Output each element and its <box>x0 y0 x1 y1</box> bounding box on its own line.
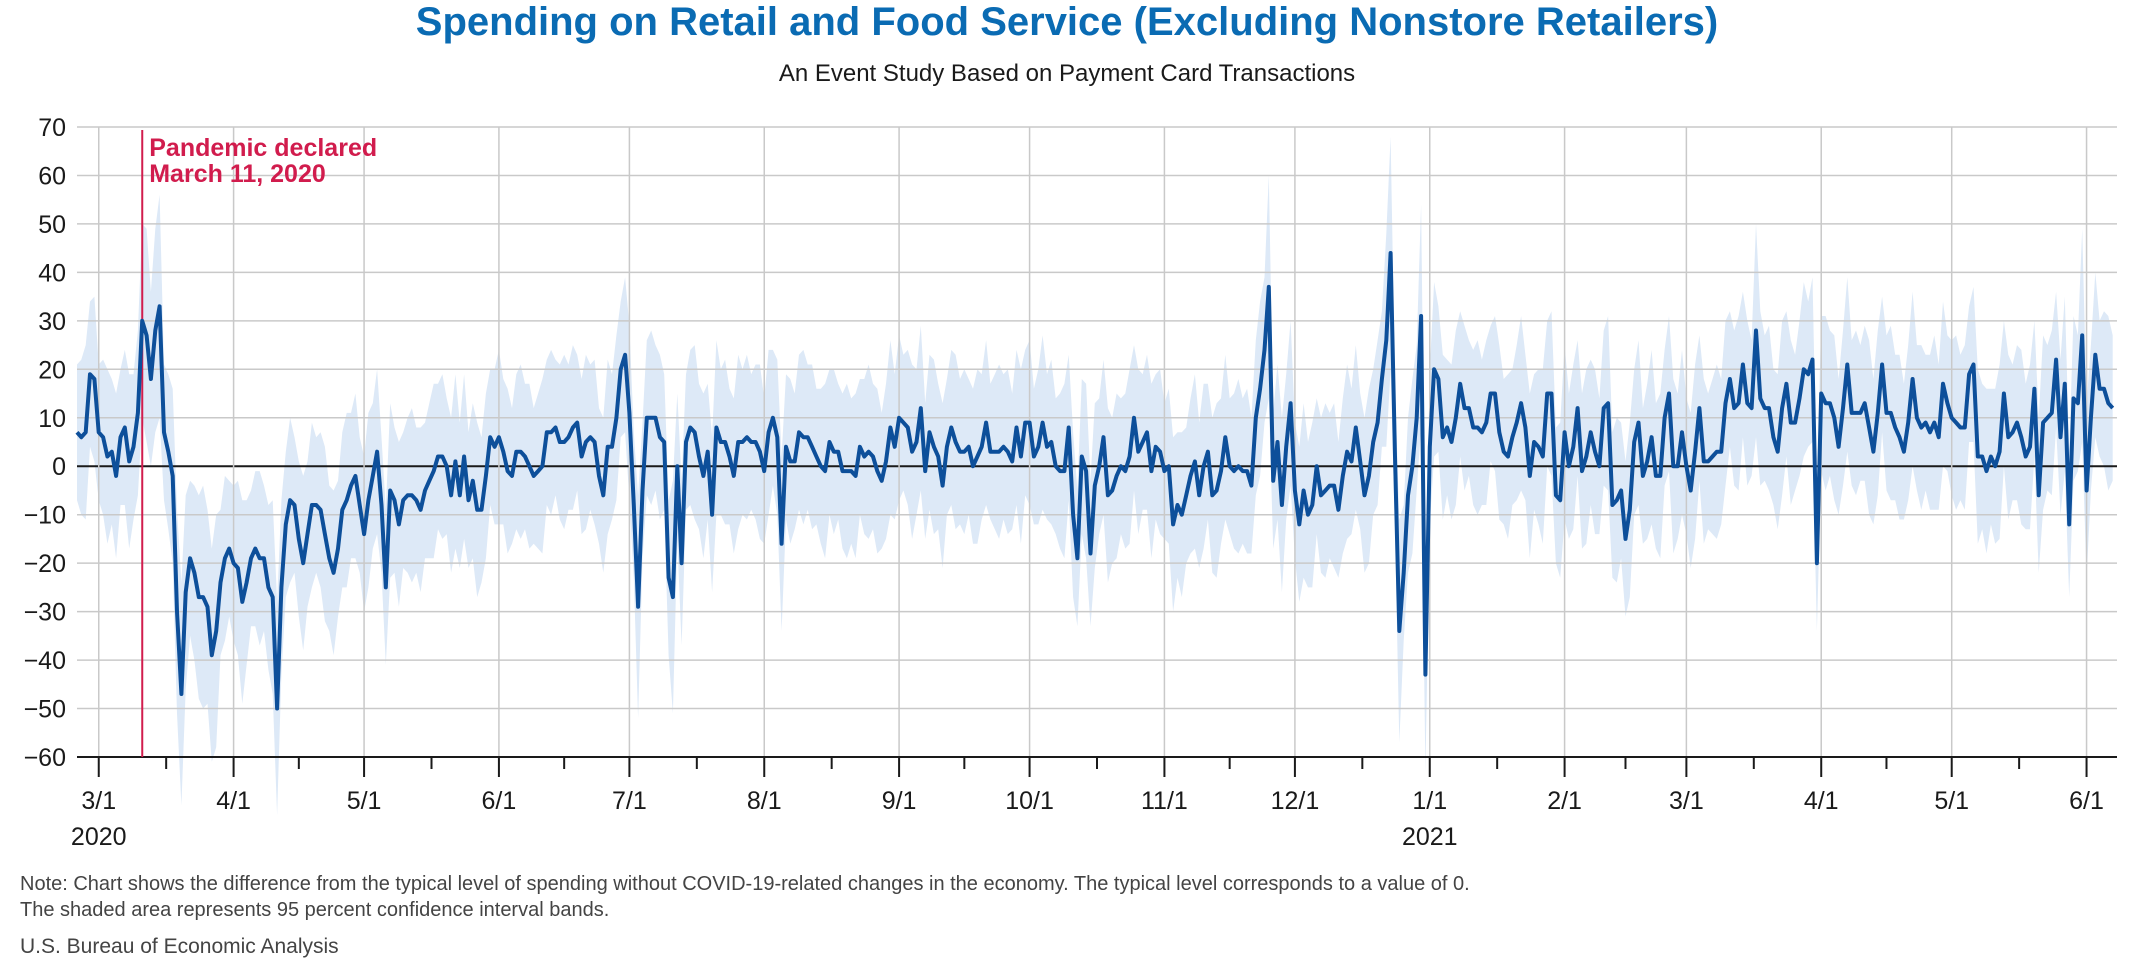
source-credit: U.S. Bureau of Economic Analysis <box>20 935 339 958</box>
chart-note-line-1: Note: Chart shows the difference from th… <box>20 873 1470 895</box>
annotation-label-line-1: Pandemic declared <box>149 134 377 162</box>
y-tick-label: 20 <box>38 356 66 384</box>
spending-series-line <box>75 251 2115 711</box>
chart-title: Spending on Retail and Food Service (Exc… <box>415 0 1719 44</box>
x-tick-label: 6/1 <box>2069 787 2104 815</box>
y-tick-label: 0 <box>52 453 66 481</box>
x-tick-label: 8/1 <box>747 787 782 815</box>
x-tick-label: 3/1 <box>1669 787 1704 815</box>
y-tick-label: 10 <box>38 405 66 433</box>
x-tick-label: 5/1 <box>347 787 382 815</box>
x-tick-label: 4/1 <box>216 787 251 815</box>
y-tick-label: 40 <box>38 259 66 287</box>
x-tick-label: 4/1 <box>1804 787 1839 815</box>
x-year-label: 2020 <box>71 823 127 851</box>
y-tick-label: 60 <box>38 162 66 190</box>
x-tick-label: 12/1 <box>1271 787 1320 815</box>
y-tick-label: −50 <box>24 696 66 724</box>
annotation-label-line-2: March 11, 2020 <box>149 160 326 188</box>
chart-note-line-2: The shaded area represents 95 percent co… <box>20 899 610 921</box>
x-tick-label: 3/1 <box>81 787 116 815</box>
x-tick-label: 5/1 <box>1934 787 1969 815</box>
y-tick-label: 70 <box>38 114 66 142</box>
x-tick-label: 2/1 <box>1547 787 1582 815</box>
chart-subtitle: An Event Study Based on Payment Card Tra… <box>778 60 1356 87</box>
y-tick-label: −40 <box>24 647 66 675</box>
y-tick-label: 50 <box>38 211 66 239</box>
y-tick-label: −30 <box>24 599 66 627</box>
y-tick-label: −20 <box>24 550 66 578</box>
x-year-label: 2021 <box>1402 823 1458 851</box>
x-tick-label: 9/1 <box>882 787 917 815</box>
x-tick-label: 11/1 <box>1141 787 1188 815</box>
x-tick-label: 6/1 <box>482 787 517 815</box>
confidence-band <box>77 136 2113 816</box>
x-tick-label: 7/1 <box>612 787 647 815</box>
x-tick-label: 1/1 <box>1412 787 1447 815</box>
x-tick-label: 10/1 <box>1005 787 1054 815</box>
y-tick-label: −60 <box>24 744 66 772</box>
y-tick-label: 30 <box>38 308 66 336</box>
y-tick-label: −10 <box>24 502 66 530</box>
